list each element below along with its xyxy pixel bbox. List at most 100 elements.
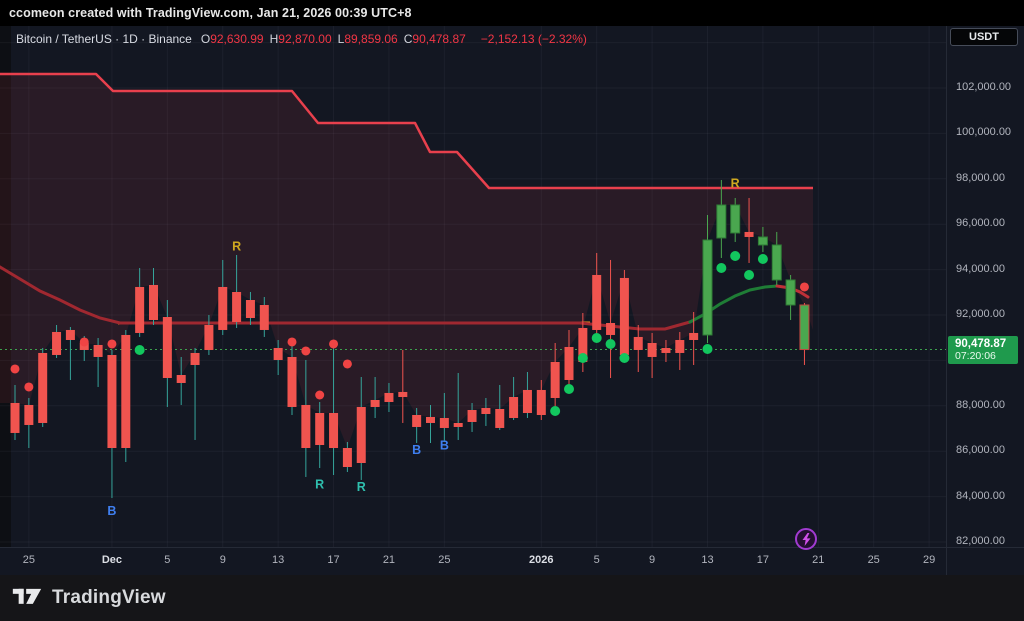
time-tick-label: 5	[164, 554, 171, 566]
candle-body	[259, 304, 269, 330]
candle-body	[218, 286, 228, 330]
watermark-bar: TradingView	[0, 575, 1024, 621]
candle-body	[315, 412, 325, 446]
time-tick-label: 9	[649, 554, 656, 566]
change-value: −2,152.13 (−2.32%)	[480, 32, 587, 46]
candle-body	[564, 346, 574, 380]
price-tick-label: 96,000.00	[956, 217, 1005, 230]
candle-body	[426, 416, 435, 423]
candle-body	[10, 402, 20, 433]
candlestick-chart[interactable]: R R R R B B B	[0, 26, 946, 547]
candle-body	[232, 291, 242, 322]
candle-body	[342, 447, 352, 467]
sell-signal-dot	[79, 337, 89, 347]
buy-signal-dot	[702, 343, 713, 354]
currency-button[interactable]: USDT	[950, 28, 1018, 46]
candle-body	[204, 324, 214, 350]
time-tick-label: 29	[922, 554, 936, 566]
ohlc-value: 92,630.99	[210, 32, 264, 46]
buy-signal-dot	[716, 262, 727, 273]
candle-body	[287, 356, 297, 407]
candle-body	[24, 404, 34, 425]
time-tick-label: 25	[22, 554, 35, 566]
ohlc-value: 92,870.00	[278, 32, 332, 46]
sell-signal-dot	[24, 382, 34, 392]
candle-body	[509, 396, 519, 418]
buy-signal-dot	[591, 332, 602, 343]
ohlc-key: C	[403, 32, 413, 46]
candle-body	[453, 422, 463, 427]
signal-label-R: R	[315, 477, 324, 491]
time-tick-label: 21	[382, 554, 396, 566]
plot-left-margin	[0, 26, 11, 547]
candle-body	[716, 204, 727, 239]
resistance-line	[0, 72, 813, 190]
candle-body	[702, 239, 713, 336]
candle-body	[149, 284, 158, 320]
candle-body	[107, 354, 117, 448]
candle-body	[38, 352, 48, 423]
ohlc-value: 89,859.06	[344, 32, 398, 46]
candle-body	[65, 329, 75, 340]
price-tick-label: 94,000.00	[956, 262, 1005, 275]
tradingview-brand-text[interactable]: TradingView	[52, 587, 166, 608]
attribution-bar: ccomeon created with TradingView.com, Ja…	[0, 0, 1024, 26]
trend-line-bearish	[0, 265, 692, 331]
price-tick-label: 82,000.00	[956, 535, 1005, 547]
price-axis[interactable]: USDT 102,000.00 100,000.00 98,000.00 96,000…	[946, 26, 1024, 547]
candle-body	[536, 389, 546, 415]
ohlc-key: L	[337, 32, 345, 46]
chart-plot-area[interactable]: R R R R B B B Bitcoin / TetherUS · 1D · Binanc…	[0, 26, 946, 550]
buy-signal-dot	[134, 344, 145, 355]
bar-countdown: 07:20:06	[955, 350, 996, 363]
candle-body	[370, 399, 380, 407]
time-tick-label: 9	[219, 554, 226, 566]
price-tick-label: 84,000.00	[956, 489, 1005, 502]
candle-body	[495, 409, 505, 428]
boost-button[interactable]	[795, 528, 817, 550]
candle-body	[176, 374, 186, 383]
candle-body	[689, 332, 699, 340]
candle-body	[661, 347, 671, 353]
candle-body	[439, 417, 449, 428]
price-tick-label: 92,000.00	[956, 308, 1005, 320]
candle-body	[481, 408, 491, 414]
time-tick-label: Dec	[101, 554, 123, 566]
time-axis[interactable]: 25 Dec 5 9 13 17 21 25 2026 5 9 13 17 21 25 29	[0, 547, 946, 575]
candle-body	[757, 236, 768, 246]
candle-body	[647, 342, 657, 357]
candle-body	[550, 361, 560, 398]
ohlc-key: O	[200, 32, 211, 46]
attribution-text: ccomeon created with TradingView.com, Ja…	[9, 6, 412, 20]
signal-label-B: B	[440, 438, 449, 452]
sell-signal-dot	[301, 346, 311, 356]
time-tick-label: 2026	[529, 554, 554, 566]
sell-signal-dot	[799, 282, 809, 292]
time-tick-label: 13	[701, 554, 714, 566]
candle-body	[578, 327, 588, 362]
sell-signal-dot	[342, 359, 352, 369]
candle-body	[398, 391, 408, 397]
candle-body	[162, 316, 172, 378]
lightning-icon	[802, 532, 810, 546]
candle-body	[121, 334, 131, 448]
candle-body	[785, 279, 796, 306]
symbol-title[interactable]: Bitcoin / TetherUS · 1D · Binance	[16, 32, 192, 46]
signal-label-R: R	[731, 176, 740, 190]
sell-signal-dot	[329, 339, 339, 349]
tradingview-logo-icon[interactable]	[12, 586, 42, 610]
candle-body	[135, 286, 145, 333]
candle-body	[633, 336, 643, 350]
buy-signal-dot	[577, 352, 588, 363]
signal-label-B: B	[107, 504, 116, 518]
candle-body	[619, 277, 629, 355]
price-tick-label: 98,000.00	[956, 171, 1005, 184]
candle-body	[467, 409, 477, 422]
buy-signal-dot	[605, 338, 616, 349]
candle-body	[52, 331, 62, 355]
time-tick-label: 5	[593, 554, 600, 566]
ohlc-values: O92,630.99 H92,870.00 L89,859.06 C90,478…	[201, 32, 472, 46]
symbol-legend[interactable]: Bitcoin / TetherUS · 1D · Binance O92,63…	[16, 30, 587, 48]
sell-signal-dot	[107, 339, 117, 349]
